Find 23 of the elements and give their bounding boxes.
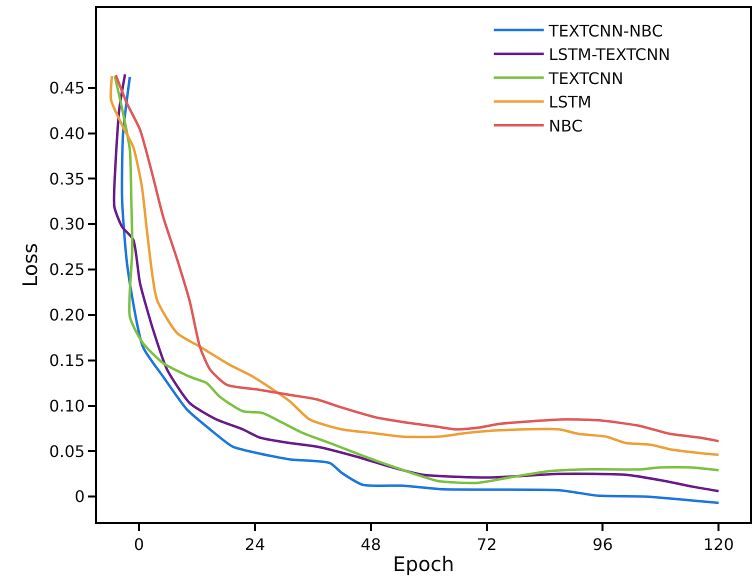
y-tick-label: 0.10 (49, 396, 85, 416)
y-tick-label: 0.15 (49, 350, 85, 370)
x-tick-label: 24 (244, 535, 266, 554)
x-axis-title: Epoch (392, 552, 454, 576)
y-tick-label: 0.35 (49, 169, 85, 188)
x-tick-label: 96 (592, 535, 613, 554)
x-tick-label: 72 (476, 535, 497, 554)
legend-label: LSTM-TEXTCNN (548, 45, 670, 64)
x-tick-label: 120 (703, 535, 734, 554)
y-tick-label: 0.45 (49, 78, 85, 98)
y-tick-label: 0.30 (49, 214, 85, 234)
y-tick-label: 0.40 (49, 124, 85, 143)
y-tick-label: 0.05 (49, 442, 85, 461)
x-tick-label: 48 (360, 535, 382, 554)
x-tick-label: 0 (134, 535, 144, 554)
y-tick-label: 0 (74, 487, 85, 506)
legend-label: LSTM (548, 92, 592, 112)
y-tick-label: 0.20 (49, 306, 85, 325)
legend-label: TEXTCNN (548, 68, 624, 88)
legend-label: TEXTCNN-NBC (548, 21, 663, 40)
legend-label: NBC (548, 116, 583, 136)
y-tick-label: 0.25 (49, 260, 85, 280)
y-axis-title: Loss (18, 243, 42, 287)
